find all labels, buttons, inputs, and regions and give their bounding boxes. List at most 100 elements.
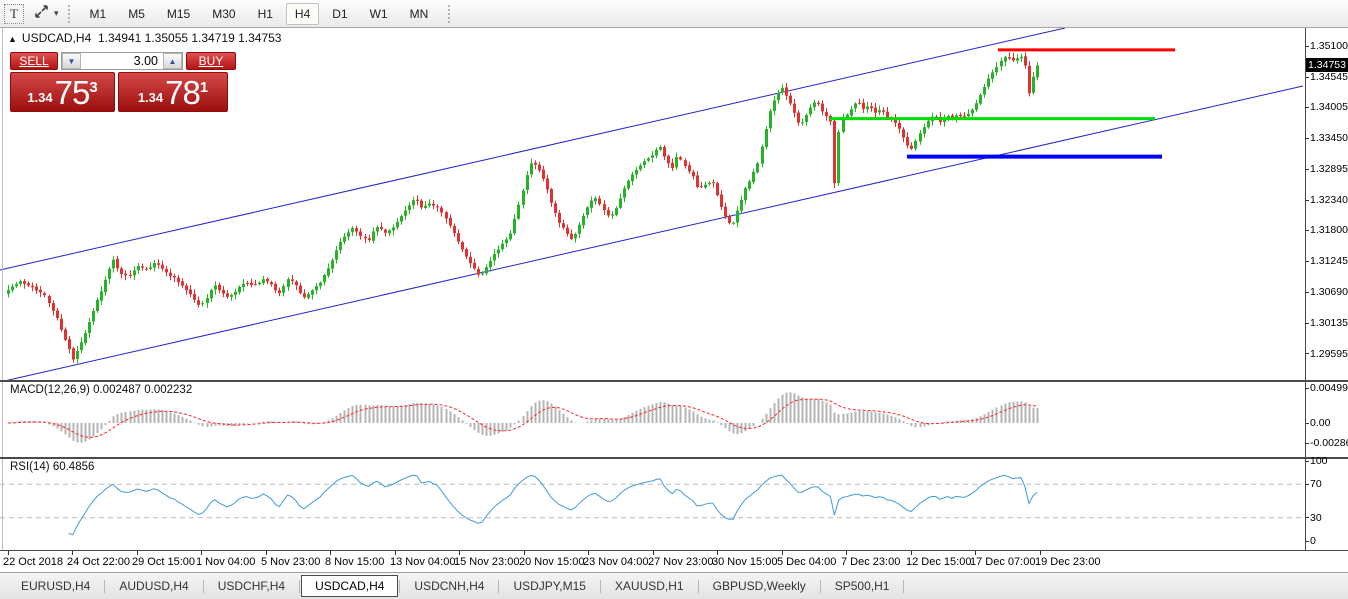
timeframe-button-mn[interactable]: MN — [409, 6, 429, 21]
price-tick-mark — [1305, 168, 1309, 170]
date-tick-label: 30 Nov 15:00 — [712, 556, 778, 568]
chart-tab-usdcad[interactable]: USDCAD,H4 — [301, 575, 399, 597]
chart-tab-audusd[interactable]: AUDUSD,H4 — [119, 579, 189, 593]
timeframe-button-m1[interactable]: M1 — [89, 6, 107, 21]
rsi-tick-mark — [1305, 483, 1309, 485]
date-tick-label: 17 Dec 07:00 — [970, 556, 1036, 568]
chart-tab-eurusd[interactable]: EURUSD,H4 — [21, 579, 91, 593]
sell-price-point: 3 — [89, 79, 98, 96]
date-tick-mark — [653, 551, 654, 555]
date-tick-mark — [975, 551, 976, 555]
buy-button[interactable]: BUY — [186, 52, 236, 70]
chart-tab-gbpusd[interactable]: GBPUSD,Weekly — [712, 579, 806, 593]
rsi-indicator-pane[interactable] — [0, 459, 1305, 550]
timeframe-button-m30[interactable]: M30 — [212, 6, 236, 21]
tab-separator — [202, 579, 204, 593]
crosshair-arrows-icon[interactable] — [34, 4, 49, 24]
toolbar: T ▾ M1 M5 M15 M30 H1 H4 D1 W1 MN — [0, 0, 1348, 28]
macd-label: MACD(12,26,9) 0.002487 0.002232 — [8, 384, 195, 396]
date-tick-label: 29 Oct 15:00 — [132, 556, 195, 568]
rsi-line — [68, 474, 1038, 536]
sell-button[interactable]: SELL — [10, 52, 58, 70]
macd-tick-label: -0.00286 — [1310, 437, 1348, 449]
chart-tab-usdjpy[interactable]: USDJPY,M15 — [513, 579, 586, 593]
chart-tab-xauusd[interactable]: XAUUSD,H1 — [614, 579, 684, 593]
date-tick-label: 24 Oct 22:00 — [67, 556, 130, 568]
rsi-tick-mark — [1305, 460, 1309, 462]
price-tick-label: 1.32340 — [1310, 194, 1348, 207]
tab-separator — [599, 579, 601, 593]
date-tick-mark — [201, 551, 202, 555]
date-tick-mark — [588, 551, 589, 555]
panel-separator[interactable] — [0, 380, 1348, 382]
date-axis[interactable]: 22 Oct 2018 24 Oct 22:00 29 Oct 15:00 1 Nov… — [0, 551, 1348, 572]
date-tick-mark — [266, 551, 267, 555]
date-tick-label: 8 Nov 15:00 — [325, 556, 385, 568]
dropdown-caret-icon[interactable]: ▾ — [54, 8, 59, 18]
sell-price-handle: 1.34 — [27, 90, 53, 105]
buy-price-tile[interactable]: 1.34 78 1 — [118, 72, 228, 112]
date-tick-label: 27 Nov 23:00 — [648, 556, 714, 568]
chart-tab-usdcnh[interactable]: USDCNH,H4 — [414, 579, 485, 593]
date-tick-label: 13 Nov 04:00 — [390, 556, 456, 568]
rsi-tick-mark — [1305, 540, 1309, 542]
price-tick-mark — [1305, 137, 1309, 139]
macd-histogram — [11, 392, 1039, 443]
volume-stepper: ▼ ▲ — [61, 52, 183, 70]
date-tick-mark — [8, 551, 9, 555]
symbol-timeframe-label: USDCAD,H4 — [21, 31, 92, 45]
price-axis-border — [1305, 28, 1306, 551]
tab-separator — [903, 579, 905, 593]
price-tick-mark — [1305, 106, 1309, 108]
price-tick-label: 1.34005 — [1310, 101, 1348, 114]
rsi-tick-mark — [1305, 517, 1309, 519]
volume-input[interactable] — [81, 53, 163, 69]
timeframe-button-m15[interactable]: M15 — [166, 6, 191, 21]
text-tool-button[interactable]: T — [4, 3, 24, 24]
panel-separator — [0, 550, 1348, 551]
price-tick-mark — [1305, 45, 1309, 47]
rsi-label: RSI(14) 60.4856 — [8, 461, 97, 473]
volume-increase-button[interactable]: ▲ — [163, 53, 182, 69]
date-tick-mark — [72, 551, 73, 555]
price-chart-pane[interactable] — [0, 28, 1305, 380]
timeframe-button-w1[interactable]: W1 — [369, 6, 388, 21]
timeframe-button-m5[interactable]: M5 — [128, 6, 145, 21]
sell-price-pips: 75 — [54, 74, 91, 111]
date-tick-label: 15 Nov 23:00 — [454, 556, 520, 568]
date-tick-mark — [911, 551, 912, 555]
volume-decrease-button[interactable]: ▼ — [62, 53, 81, 69]
date-tick-mark — [459, 551, 460, 555]
macd-tick-mark — [1305, 422, 1309, 424]
price-tick-mark — [1305, 322, 1309, 324]
timeframe-button-d1[interactable]: D1 — [332, 6, 348, 21]
toolbar-grip-2[interactable] — [448, 4, 451, 23]
timeframe-button-h1[interactable]: H1 — [257, 6, 273, 21]
rsi-tick-label: 30 — [1310, 511, 1322, 524]
chart-tab-usdchf[interactable]: USDCHF,H4 — [217, 579, 286, 593]
current-price-marker: 1.34753 — [1306, 58, 1348, 73]
price-tick-label: 1.31800 — [1310, 224, 1348, 237]
macd-indicator-pane[interactable] — [0, 382, 1305, 457]
chart-title: ▲ USDCAD,H4 1.34941 1.35055 1.34719 1.347… — [8, 31, 281, 45]
date-tick-label: 12 Dec 15:00 — [906, 556, 972, 568]
chart-tab-sp500[interactable]: SP500,H1 — [834, 579, 890, 593]
sell-price-tile[interactable]: 1.34 75 3 — [10, 72, 115, 112]
date-tick-label: 19 Dec 23:00 — [1035, 556, 1101, 568]
price-tick-mark — [1305, 291, 1309, 293]
rsi-tick-label: 100 — [1310, 455, 1328, 467]
macd-signal-line — [7, 398, 1038, 438]
tab-separator — [299, 579, 301, 593]
date-tick-label: 7 Dec 23:00 — [841, 556, 901, 568]
date-tick-label: 20 Nov 15:00 — [519, 556, 585, 568]
tab-separator — [104, 579, 106, 593]
panel-separator[interactable] — [0, 457, 1348, 459]
channel-upper-line[interactable] — [0, 28, 1066, 271]
toolbar-grip[interactable] — [67, 4, 70, 23]
date-tick-label: 5 Dec 04:00 — [777, 556, 837, 568]
date-tick-label: 23 Nov 04:00 — [583, 556, 649, 568]
timeframe-button-h4[interactable]: H4 — [285, 2, 320, 25]
ohlc-values: 1.34941 1.35055 1.34719 1.34753 — [97, 31, 282, 45]
price-tick-label: 1.29595 — [1310, 347, 1348, 360]
channel-lower-line[interactable] — [0, 85, 1304, 380]
